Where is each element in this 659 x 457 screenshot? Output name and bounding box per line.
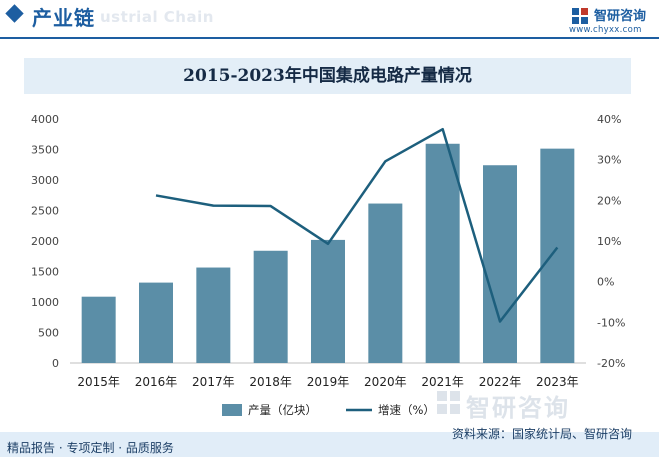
x-tick-label: 2019年 [307,375,350,389]
right-tick-label: 10% [597,235,621,248]
growth-line [155,127,559,323]
bar [139,282,173,363]
x-tick-label: 2016年 [135,375,178,389]
x-tick-label: 2022年 [479,375,522,389]
left-tick-label: 1000 [31,296,59,309]
bar [81,296,116,363]
x-tick-label: 2015年 [77,375,120,389]
x-tick-label: 2017年 [192,375,235,389]
right-tick-label: 40% [597,113,621,126]
bar [196,267,231,363]
bar [425,143,460,363]
brand-name: 智研咨询 [594,9,647,24]
chart-title: 2015-2023年中国集成电路产量情况 [183,66,472,86]
legend-line-label: 增速（%） [378,403,435,417]
watermark-logo-icon [437,391,460,414]
x-tick-label: 2020年 [364,375,407,389]
bar [368,203,403,363]
left-tick-label: 0 [52,357,59,370]
left-tick-label: 2000 [31,235,59,248]
legend-bar-swatch [222,404,242,416]
footer-slogan: 精品报告 · 专项定制 · 品质服务 [7,441,174,455]
x-tick-label: 2018年 [249,375,292,389]
right-tick-label: -20% [597,357,625,370]
x-tick-label: 2021年 [421,375,464,389]
left-tick-label: 1500 [31,266,59,279]
header-bar: ustrial Chain 产业链 智研咨询 www.chyxx.com [0,0,659,39]
page-section-title: 产业链 [32,6,95,30]
left-tick-label: 4000 [31,113,59,126]
right-tick-label: -10% [597,316,625,329]
left-tick-label: 500 [38,327,59,340]
bar [311,239,345,363]
legend-bar-label: 产量（亿块） [248,403,317,417]
left-tick-label: 3500 [31,144,59,157]
watermark-brand: 智研咨询 [466,394,570,422]
brand-url: www.chyxx.com [569,25,642,35]
legend: 产量（亿块） 增速（%） [222,403,435,417]
line-series [155,127,559,323]
x-tick-label: 2023年 [536,375,579,389]
bar-series [81,143,575,363]
left-tick-label: 3000 [31,174,59,187]
right-axis-ticks: -20% -10% 0% 10% 20% 30% 40% [597,113,625,370]
footer-bar [0,432,659,457]
header-divider [0,37,659,39]
right-tick-label: 0% [597,276,614,289]
data-source: 资料来源：国家统计局、智研咨询 [452,427,633,441]
bar [253,250,288,363]
right-tick-label: 20% [597,194,621,207]
bar [540,148,575,363]
x-axis-ticks: 2015年 2016年 2017年 2018年 2019年 2020年 2021年 2022年… [77,375,578,389]
bar [483,165,517,363]
left-tick-label: 2500 [31,205,59,218]
left-axis-ticks: 0 500 1000 1500 2000 2500 3000 3500 4000 [31,113,59,370]
header-watermark: ustrial Chain [100,8,214,26]
brand-logo-icon [572,8,588,24]
right-tick-label: 30% [597,154,621,167]
title-band [24,58,631,94]
